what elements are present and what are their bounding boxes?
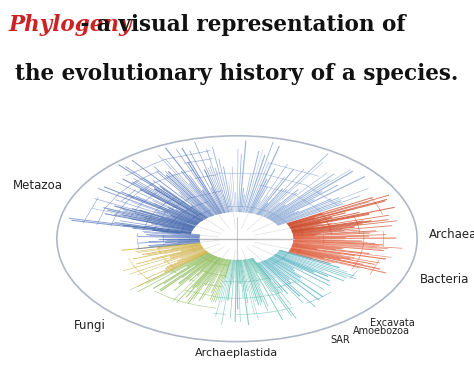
Text: Archaeplastida: Archaeplastida <box>195 348 279 358</box>
Text: Amoebozoa: Amoebozoa <box>353 326 410 336</box>
Text: Excavata: Excavata <box>370 318 415 328</box>
Text: SAR: SAR <box>330 335 350 345</box>
Text: - a visual representation of: - a visual representation of <box>73 14 406 36</box>
Text: Bacteria: Bacteria <box>419 273 469 285</box>
Text: Fungi: Fungi <box>74 319 106 332</box>
Text: the evolutionary history of a species.: the evolutionary history of a species. <box>15 63 459 85</box>
Text: Phylogeny: Phylogeny <box>9 14 132 36</box>
Text: Archaea: Archaea <box>429 228 474 242</box>
Text: Metazoa: Metazoa <box>13 179 63 193</box>
